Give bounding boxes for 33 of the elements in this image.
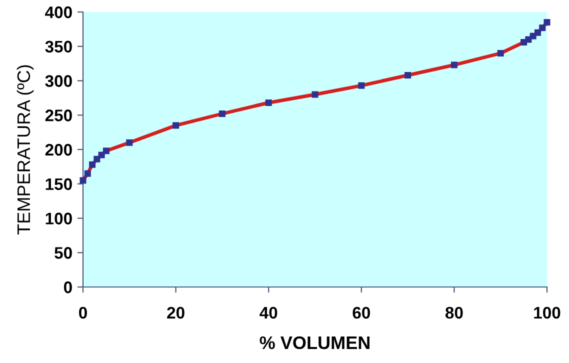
y-tick-label: 300 — [45, 75, 72, 87]
y-tick-label: 200 — [45, 144, 72, 156]
point — [89, 161, 96, 168]
point — [102, 148, 110, 154]
x-tick-label: 100 — [534, 306, 560, 319]
point — [84, 170, 91, 177]
y-tick-label: 400 — [45, 6, 72, 18]
y-axis-title: TEMPERATURA (ºC) — [16, 65, 34, 234]
x-axis-title: % VOLUMEN — [260, 336, 370, 350]
y-tick-label: 250 — [45, 110, 72, 122]
point — [312, 91, 318, 98]
x-tick-label: 80 — [445, 306, 463, 319]
y-tick-label: 100 — [46, 212, 72, 224]
point — [539, 24, 546, 32]
point — [497, 50, 504, 57]
y-tick-label: 150 — [46, 178, 72, 190]
x-tick-label: 60 — [352, 306, 370, 319]
x-tick-label: 20 — [167, 306, 184, 319]
point — [534, 29, 541, 36]
point — [172, 122, 180, 129]
x-tick-label: 40 — [260, 306, 278, 319]
point — [265, 99, 272, 106]
point — [450, 62, 458, 68]
point — [218, 110, 226, 118]
y-tick-label: 350 — [45, 40, 72, 53]
point — [404, 72, 412, 79]
y-tick-label: 0 — [64, 281, 72, 294]
x-tick-label: 0 — [79, 306, 87, 319]
y-tick-label: 50 — [54, 247, 72, 259]
point — [80, 177, 86, 184]
point — [358, 82, 365, 89]
point — [126, 139, 133, 146]
point — [544, 19, 550, 26]
